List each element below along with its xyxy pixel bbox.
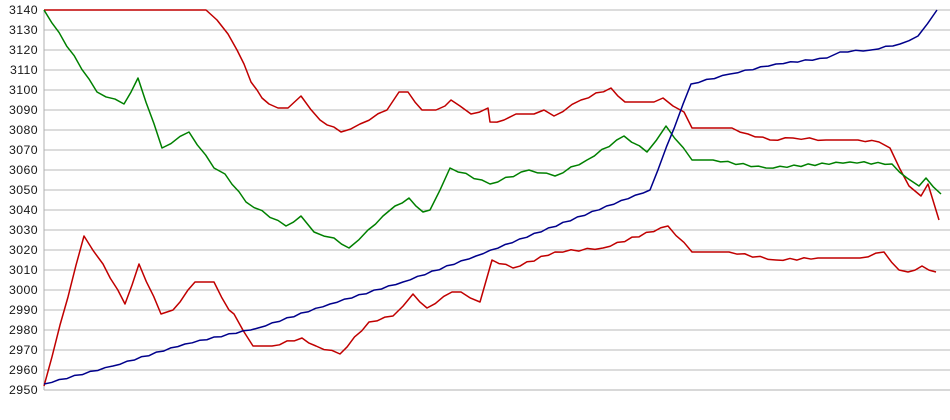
svg-text:3050: 3050: [9, 183, 38, 197]
svg-text:3010: 3010: [9, 263, 38, 277]
svg-text:3110: 3110: [10, 63, 38, 77]
svg-text:2960: 2960: [9, 363, 38, 377]
svg-text:3060: 3060: [9, 163, 38, 177]
svg-text:2990: 2990: [9, 303, 38, 317]
svg-text:3100: 3100: [9, 83, 38, 97]
svg-text:3130: 3130: [9, 23, 38, 37]
svg-text:3000: 3000: [9, 283, 38, 297]
svg-text:2950: 2950: [9, 383, 38, 397]
svg-text:2980: 2980: [9, 323, 38, 337]
svg-text:3040: 3040: [9, 203, 38, 217]
svg-text:3030: 3030: [9, 223, 38, 237]
svg-text:3080: 3080: [9, 123, 38, 137]
svg-text:3120: 3120: [9, 43, 38, 57]
svg-text:3070: 3070: [9, 143, 38, 157]
svg-text:2970: 2970: [9, 343, 38, 357]
svg-text:3020: 3020: [9, 243, 38, 257]
svg-text:3140: 3140: [9, 3, 38, 17]
svg-text:3090: 3090: [9, 103, 38, 117]
